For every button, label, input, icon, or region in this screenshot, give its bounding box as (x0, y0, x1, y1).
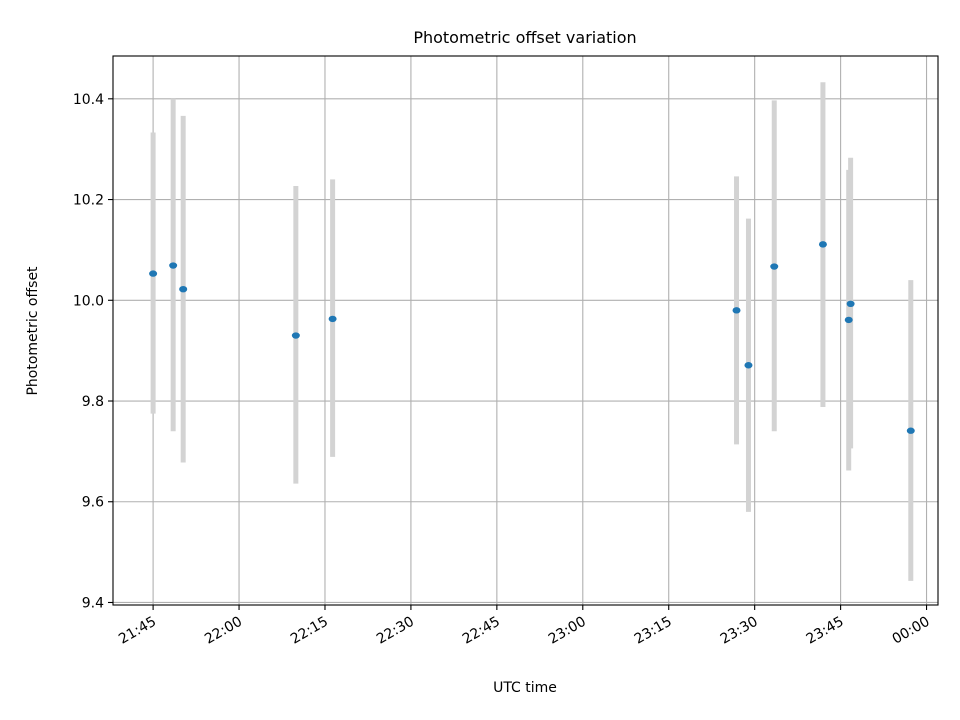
data-point (770, 263, 779, 270)
x-axis-label: UTC time (493, 680, 557, 696)
data-point (818, 241, 827, 248)
data-point (328, 315, 337, 323)
plot-frame (112, 55, 939, 606)
y-tick-label: 9.8 (82, 394, 104, 410)
data-point (846, 300, 855, 308)
data-point (732, 307, 741, 314)
y-tick-label: 10.2 (73, 193, 104, 209)
data-points (149, 241, 915, 434)
y-tick-label: 9.4 (82, 595, 104, 611)
data-point (906, 427, 915, 434)
y-tick-label: 10.0 (73, 293, 104, 309)
plot-area (113, 56, 938, 605)
y-tick-label: 10.4 (73, 92, 104, 108)
data-point (169, 262, 178, 269)
data-point (744, 362, 753, 369)
chart-title: Photometric offset variation (413, 28, 636, 47)
plot-background (113, 56, 938, 605)
data-point (844, 316, 853, 324)
data-point (179, 285, 188, 293)
grid-lines (113, 56, 938, 605)
data-point (149, 270, 158, 277)
data-point (291, 332, 300, 339)
y-axis-ticks: 9.4 9.6 9.8 10.0 10.2 10.4 (73, 92, 113, 611)
axes-frame (112, 55, 939, 606)
y-tick-label: 9.6 (82, 495, 104, 511)
y-axis-label: Photometric offset (25, 266, 41, 396)
